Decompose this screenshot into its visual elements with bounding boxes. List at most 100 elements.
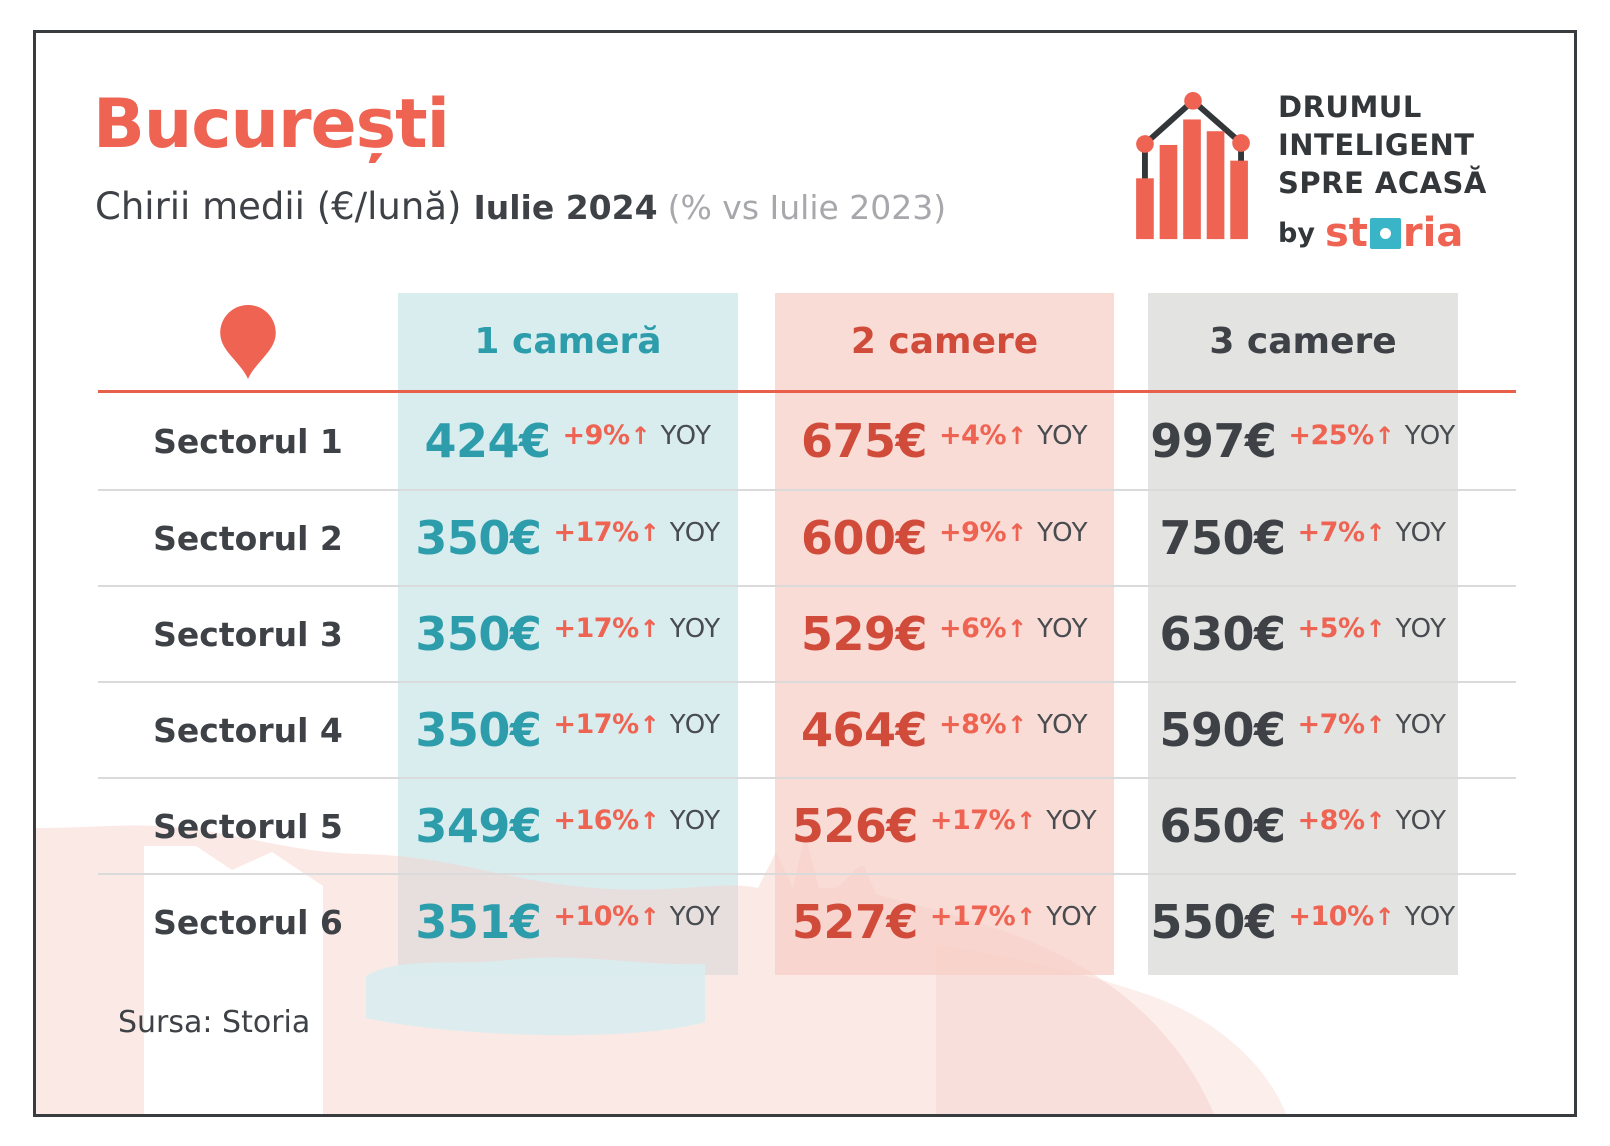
yoy-delta: +9%↑ YOY bbox=[563, 420, 712, 451]
yoy-label: YOY bbox=[1404, 901, 1456, 932]
price-cell-1-camera: 350€ +17%↑ YOY bbox=[398, 607, 738, 661]
price-cell-3-camere: 650€ +8%↑ YOY bbox=[1148, 799, 1458, 853]
table-row: Sectorul 2 350€ +17%↑ YOY 600€ +9%↑ YOY 75… bbox=[98, 489, 1516, 585]
up-arrow-icon: ↑ bbox=[639, 710, 660, 739]
infographic-card: București Chirii medii (€/lună) Iulie 202… bbox=[33, 30, 1577, 1117]
change-percent: +25% bbox=[1288, 419, 1374, 451]
price-cell-1-camera: 351€ +10%↑ YOY bbox=[398, 895, 738, 949]
sector-label: Sectorul 5 bbox=[153, 806, 343, 846]
up-arrow-icon: ↑ bbox=[1007, 710, 1028, 739]
yoy-label: YOY bbox=[669, 613, 721, 644]
change-percent: +7% bbox=[1297, 708, 1365, 740]
price-cell-2-camere: 600€ +9%↑ YOY bbox=[775, 511, 1114, 565]
table-header-row: 1 cameră 2 camere 3 camere bbox=[98, 293, 1516, 393]
table-row: Sectorul 6 351€ +10%↑ YOY 527€ +17%↑ YOY 5… bbox=[98, 873, 1516, 969]
yoy-label: YOY bbox=[1046, 805, 1098, 836]
price-value: 350€ bbox=[415, 607, 542, 661]
tagline-line-2: INTELIGENT bbox=[1278, 128, 1475, 162]
column-header-2-camere: 2 camere bbox=[850, 321, 1039, 362]
change-percent: +17% bbox=[553, 516, 639, 548]
price-cell-3-camere: 630€ +5%↑ YOY bbox=[1148, 607, 1458, 661]
column-header-1-camera: 1 cameră bbox=[474, 321, 662, 362]
price-cell-1-camera: 350€ +17%↑ YOY bbox=[398, 511, 738, 565]
up-arrow-icon: ↑ bbox=[1374, 421, 1395, 450]
yoy-delta: +7%↑ YOY bbox=[1298, 517, 1447, 548]
yoy-label: YOY bbox=[669, 805, 721, 836]
up-arrow-icon: ↑ bbox=[1007, 518, 1028, 547]
subtitle-comparison: (% vs Iulie 2023) bbox=[667, 188, 947, 227]
change-percent: +8% bbox=[939, 708, 1006, 740]
change-percent: +17% bbox=[929, 900, 1016, 932]
change-percent: +9% bbox=[939, 516, 1006, 548]
price-cell-3-camere: 750€ +7%↑ YOY bbox=[1148, 511, 1458, 565]
yoy-label: YOY bbox=[1037, 517, 1088, 548]
brand-end: ria bbox=[1402, 210, 1464, 256]
column-header-3-camere: 3 camere bbox=[1209, 321, 1397, 362]
price-value: 590€ bbox=[1159, 703, 1287, 757]
price-value: 351€ bbox=[415, 895, 542, 949]
up-arrow-icon: ↑ bbox=[639, 614, 660, 643]
up-arrow-icon: ↑ bbox=[1374, 902, 1395, 931]
yoy-label: YOY bbox=[1046, 901, 1098, 932]
yoy-delta: +8%↑ YOY bbox=[1298, 805, 1447, 836]
price-value: 600€ bbox=[801, 511, 928, 565]
price-cell-3-camere: 550€ +10%↑ YOY bbox=[1148, 895, 1458, 949]
change-percent: +17% bbox=[553, 612, 639, 644]
price-value: 650€ bbox=[1159, 799, 1287, 853]
price-value: 527€ bbox=[791, 895, 919, 949]
yoy-delta: +17%↑ YOY bbox=[553, 613, 720, 644]
price-value: 550€ bbox=[1150, 895, 1277, 949]
tagline-line-1: DRUMUL bbox=[1278, 90, 1422, 124]
yoy-delta: +16%↑ YOY bbox=[553, 805, 720, 836]
price-value: 424€ bbox=[424, 414, 552, 468]
yoy-label: YOY bbox=[669, 709, 721, 740]
change-percent: +5% bbox=[1297, 612, 1365, 644]
table-row: Sectorul 3 350€ +17%↑ YOY 529€ +6%↑ YOY 63… bbox=[98, 585, 1516, 681]
yoy-delta: +7%↑ YOY bbox=[1298, 709, 1447, 740]
change-percent: +4% bbox=[939, 419, 1006, 451]
price-value: 350€ bbox=[415, 511, 542, 565]
map-pin-icon bbox=[220, 304, 276, 379]
price-cell-2-camere: 527€ +17%↑ YOY bbox=[775, 895, 1114, 949]
price-value: 750€ bbox=[1159, 511, 1287, 565]
column-panel-3-camere bbox=[1148, 293, 1458, 975]
price-value: 997€ bbox=[1150, 414, 1277, 468]
yoy-label: YOY bbox=[669, 517, 721, 548]
table-row: Sectorul 5 349€ +16%↑ YOY 526€ +17%↑ YOY 6… bbox=[98, 777, 1516, 873]
change-percent: +16% bbox=[553, 804, 639, 836]
price-value: 350€ bbox=[415, 703, 542, 757]
yoy-delta: +9%↑ YOY bbox=[939, 517, 1088, 548]
table-rows: Sectorul 1 424€ +9%↑ YOY 675€ +4%↑ YOY 997… bbox=[98, 393, 1516, 969]
yoy-delta: +8%↑ YOY bbox=[939, 709, 1088, 740]
price-cell-2-camere: 529€ +6%↑ YOY bbox=[775, 607, 1114, 661]
price-value: 675€ bbox=[801, 414, 928, 468]
sector-label: Sectorul 2 bbox=[153, 518, 343, 558]
price-cell-2-camere: 464€ +8%↑ YOY bbox=[775, 703, 1114, 757]
up-arrow-icon: ↑ bbox=[1365, 710, 1386, 739]
yoy-label: YOY bbox=[1037, 613, 1088, 644]
price-value: 529€ bbox=[801, 607, 928, 661]
sector-label: Sectorul 6 bbox=[153, 902, 343, 942]
price-value: 526€ bbox=[791, 799, 919, 853]
subtitle-period: Iulie 2024 bbox=[473, 188, 658, 227]
storia-logo: DRUMUL INTELIGENT SPRE ACASĂ by st ria bbox=[1134, 88, 1487, 256]
change-percent: +7% bbox=[1297, 516, 1365, 548]
yoy-label: YOY bbox=[1037, 709, 1088, 740]
page-title: București bbox=[93, 85, 450, 164]
price-cell-3-camere: 590€ +7%↑ YOY bbox=[1148, 703, 1458, 757]
up-arrow-icon: ↑ bbox=[639, 806, 660, 835]
up-arrow-icon: ↑ bbox=[1007, 421, 1028, 450]
up-arrow-icon: ↑ bbox=[630, 421, 651, 450]
yoy-label: YOY bbox=[1395, 709, 1447, 740]
table-row: Sectorul 1 424€ +9%↑ YOY 675€ +4%↑ YOY 997… bbox=[98, 393, 1516, 489]
yoy-delta: +17%↑ YOY bbox=[930, 805, 1097, 836]
yoy-label: YOY bbox=[1037, 420, 1088, 451]
rent-table: 1 cameră 2 camere 3 camere Sectorul 1 42… bbox=[98, 293, 1516, 969]
up-arrow-icon: ↑ bbox=[1016, 902, 1037, 931]
sector-label: Sectorul 4 bbox=[153, 710, 343, 750]
change-percent: +9% bbox=[562, 419, 630, 451]
page-subtitle: Chirii medii (€/lună) Iulie 2024 (% vs Iul… bbox=[95, 185, 946, 228]
price-cell-2-camere: 675€ +4%↑ YOY bbox=[775, 414, 1114, 468]
price-cell-2-camere: 526€ +17%↑ YOY bbox=[775, 799, 1114, 853]
